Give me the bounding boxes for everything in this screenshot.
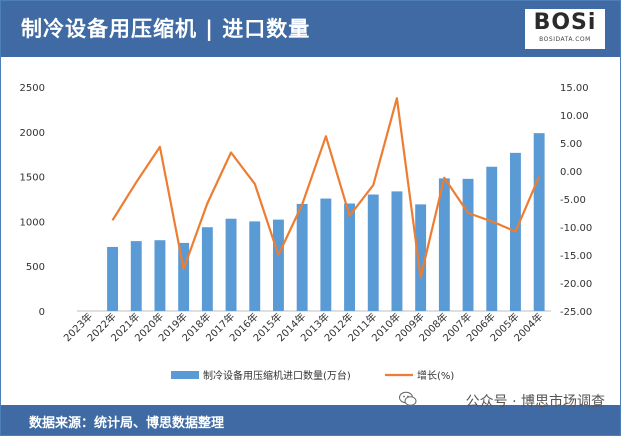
bar-9	[296, 203, 308, 311]
bar-5	[201, 227, 213, 311]
data-source: 数据来源：统计局、博思数据整理	[29, 416, 225, 431]
y-right-tick-3: -10.00	[560, 223, 592, 234]
bosi-logo: BOSi BOSIDATA.COM	[525, 9, 605, 49]
bar-15	[438, 178, 450, 311]
import-quantity-chart: 0 500 1000 1500 2000 2500 -25.00 -20.00 -15.00 -1…	[20, 83, 593, 382]
y-right-tick-4: -5.00	[560, 195, 586, 206]
chart-area: 0 500 1000 1500 2000 2500 -25.00 -20.00 -15.00 -1…	[1, 57, 620, 405]
bar-12	[367, 194, 379, 311]
bar-7	[249, 221, 261, 311]
bar-13	[391, 191, 403, 311]
y-right-tick-0: -25.00	[560, 307, 592, 318]
y-left-tick-1: 500	[26, 262, 45, 273]
y-left-tick-2: 1000	[20, 217, 45, 228]
header-bar: 制冷设备用压缩机 | 进口数量 BOSi BOSIDATA.COM	[1, 1, 620, 57]
y-right-tick-6: 5.00	[560, 139, 582, 150]
y-left-tick-5: 2500	[20, 83, 45, 94]
y-left-tick-0: 0	[39, 307, 45, 318]
bar-11	[344, 203, 356, 311]
y-right-tick-2: -15.00	[560, 251, 592, 262]
bar-17	[486, 166, 498, 311]
bar-2	[130, 241, 142, 311]
y-right-tick-5: 0.00	[560, 167, 582, 178]
bar-16	[462, 178, 474, 311]
bar-4	[178, 242, 190, 311]
y-left-tick-4: 2000	[20, 128, 45, 139]
watermark-text: 公众号 · 博思市场调查	[465, 394, 605, 410]
legend-bar-swatch	[171, 371, 199, 379]
logo-subtext: BOSIDATA.COM	[539, 36, 591, 43]
y-right-tick-7: 10.00	[560, 111, 589, 122]
bar-10	[320, 198, 332, 311]
legend-bar-label: 制冷设备用压缩机进口数量(万台)	[203, 369, 351, 382]
wechat-icon	[399, 391, 417, 406]
page-title: 制冷设备用压缩机 | 进口数量	[21, 17, 311, 41]
bar-3	[154, 240, 166, 311]
bar-19	[533, 133, 545, 311]
logo-text: BOSi	[533, 10, 597, 35]
bar-1	[107, 246, 119, 311]
bar-8	[272, 219, 284, 311]
y-right-tick-8: 15.00	[560, 83, 589, 94]
legend-line-label: 增长(%)	[417, 369, 454, 382]
footer-bar: 数据来源：统计局、博思数据整理	[1, 405, 620, 435]
bar-6	[225, 218, 237, 311]
bar-14	[415, 204, 427, 311]
y-right-tick-1: -20.00	[560, 279, 592, 290]
y-left-tick-3: 1500	[20, 173, 45, 184]
